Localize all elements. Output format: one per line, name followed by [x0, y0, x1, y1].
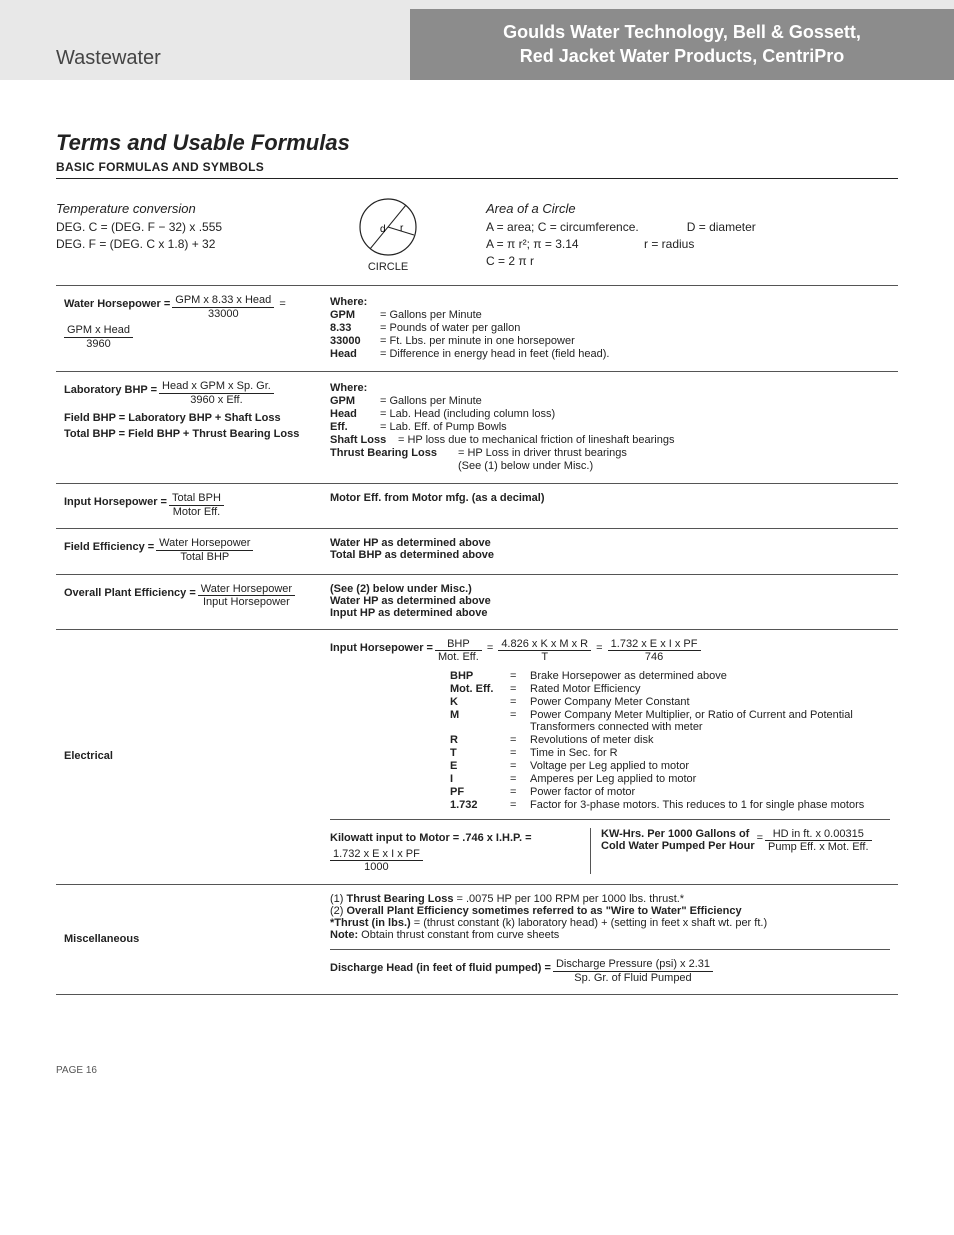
misc-label: Miscellaneous [56, 885, 322, 995]
electrical-subrow: Kilowatt input to Motor = .746 x I.H.P. … [330, 819, 890, 874]
circle-caption: CIRCLE [368, 261, 408, 273]
page-footer: PAGE 16 [0, 1025, 954, 1096]
electrical-defs: BHP=Brake Horsepower as determined above… [450, 670, 890, 811]
row-field-efficiency: Field Efficiency = Water HorsepowerTotal… [56, 529, 898, 574]
deg-c-formula: DEG. C = (DEG. F − 32) x .555 [56, 220, 486, 234]
circle-diagram: d r CIRCLE [356, 195, 420, 273]
brand-line-2: Red Jacket Water Products, CentriPro [520, 46, 844, 66]
row-water-horsepower: Water Horsepower = GPM x 8.33 x Head3300… [56, 286, 898, 372]
temperature-block: Temperature conversion DEG. C = (DEG. F … [56, 201, 486, 271]
page-subtitle: BASIC FORMULAS AND SYMBOLS [56, 160, 898, 179]
category-label: Wastewater [0, 47, 410, 80]
row-overall-plant-efficiency: Overall Plant Efficiency = Water Horsepo… [56, 574, 898, 629]
row-laboratory-bhp: Laboratory BHP = Head x GPM x Sp. Gr.396… [56, 372, 898, 484]
svg-text:r: r [400, 223, 404, 234]
intro-grid: Temperature conversion DEG. C = (DEG. F … [56, 201, 898, 271]
page-title: Terms and Usable Formulas [56, 130, 898, 156]
formula-table: Water Horsepower = GPM x 8.33 x Head3300… [56, 285, 898, 995]
electrical-label: Electrical [56, 629, 322, 885]
row-miscellaneous: Miscellaneous (1) Thrust Bearing Loss = … [56, 885, 898, 995]
page-body: Terms and Usable Formulas BASIC FORMULAS… [0, 80, 954, 1025]
svg-text:d: d [380, 224, 386, 235]
brand-banner: Goulds Water Technology, Bell & Gossett,… [410, 9, 954, 80]
brand-line-1: Goulds Water Technology, Bell & Gossett, [503, 22, 861, 42]
temp-heading: Temperature conversion [56, 201, 486, 216]
row-electrical: Electrical Input Horsepower = BHPMot. Ef… [56, 629, 898, 885]
circle-icon: d r [356, 195, 420, 259]
row-input-horsepower: Input Horsepower = Total BPHMotor Eff. M… [56, 484, 898, 529]
header-band: Wastewater Goulds Water Technology, Bell… [0, 0, 954, 80]
circle-formulas: Area of a Circle A = area; C = circumfer… [486, 201, 898, 271]
circle-heading: Area of a Circle [486, 201, 898, 216]
deg-f-formula: DEG. F = (DEG. C x 1.8) + 32 [56, 237, 486, 251]
